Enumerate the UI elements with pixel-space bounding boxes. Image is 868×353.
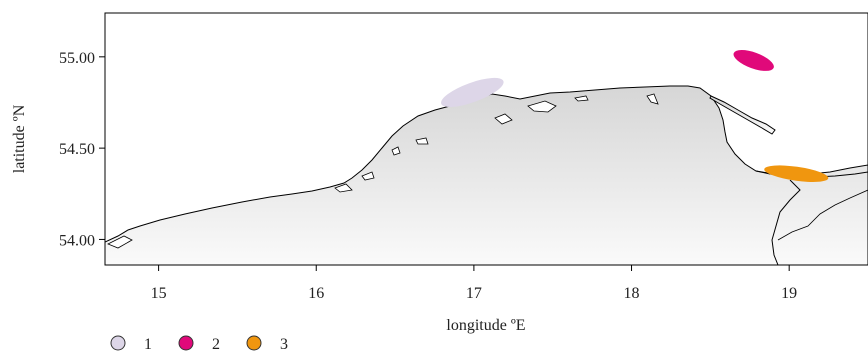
land-mainland bbox=[105, 85, 868, 265]
lake-6 bbox=[391, 146, 401, 156]
y-tick-label: 55.00 bbox=[59, 50, 95, 67]
zone-2 bbox=[733, 50, 774, 71]
legend-label-3: 3 bbox=[280, 336, 288, 353]
lake-9 bbox=[107, 235, 133, 249]
zone-3 bbox=[764, 165, 829, 182]
legend-swatch-3 bbox=[246, 335, 262, 351]
land-river bbox=[777, 189, 868, 241]
zone-1 bbox=[441, 77, 504, 107]
zones-layer bbox=[441, 50, 829, 182]
x-tick-label: 17 bbox=[466, 285, 482, 302]
y-tick-label: 54.00 bbox=[59, 232, 95, 249]
lake-2 bbox=[527, 100, 557, 113]
plot-frame bbox=[104, 12, 868, 266]
x-tick-label: 15 bbox=[151, 285, 167, 302]
x-tick-label: 19 bbox=[781, 285, 797, 302]
x-axis-title: longitude ºE bbox=[446, 317, 525, 334]
y-axis: 54.00 54.50 55.00 bbox=[59, 50, 105, 249]
lake-5 bbox=[415, 137, 429, 145]
land-vistula-lagoon-shore bbox=[771, 179, 801, 265]
legend-swatch-2 bbox=[178, 335, 194, 351]
lake-1 bbox=[494, 113, 513, 125]
x-tick-label: 18 bbox=[624, 285, 640, 302]
x-axis: 15 16 17 18 19 bbox=[151, 265, 797, 302]
legend-label-1: 1 bbox=[144, 336, 152, 353]
y-tick-label: 54.50 bbox=[59, 141, 95, 158]
lake-3 bbox=[574, 95, 589, 102]
land-hel-peninsula bbox=[709, 95, 776, 135]
legend-swatch-1 bbox=[110, 335, 126, 351]
lake-7 bbox=[334, 183, 353, 193]
legend: 1 2 3 bbox=[110, 335, 288, 353]
map-plot-area bbox=[105, 85, 868, 265]
x-tick-label: 16 bbox=[308, 285, 324, 302]
y-axis-title: latitude ºN bbox=[11, 104, 28, 173]
lake-4 bbox=[646, 93, 659, 105]
lake-8 bbox=[361, 171, 375, 181]
legend-label-2: 2 bbox=[212, 336, 220, 353]
